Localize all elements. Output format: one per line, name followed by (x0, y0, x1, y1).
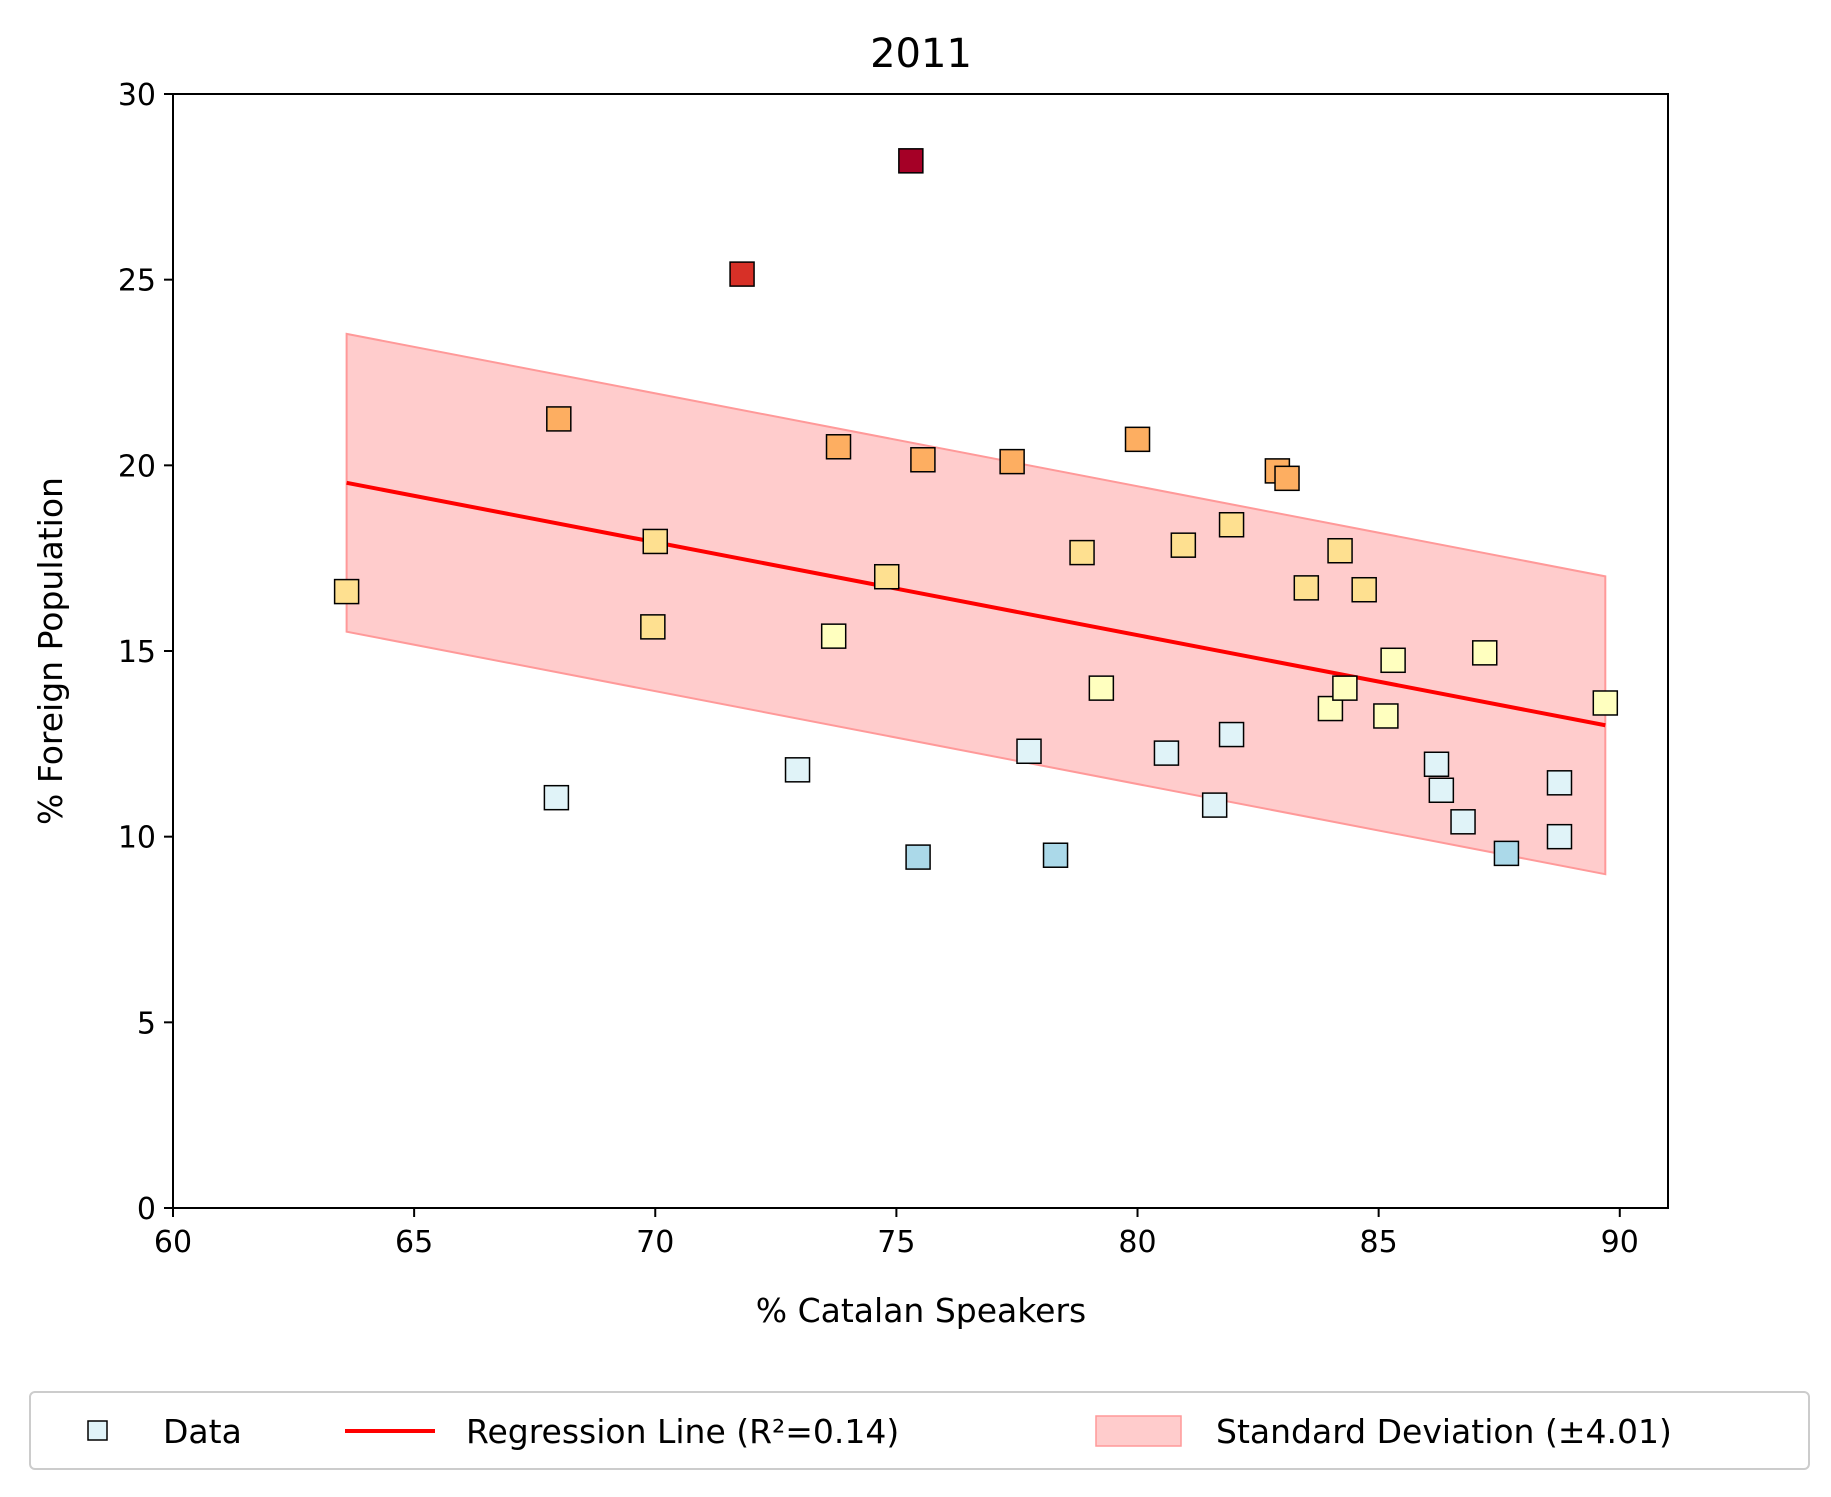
y-tick-label: 10 (118, 821, 156, 856)
legend-regression-label: Regression Line (R²=0.14) (466, 1412, 899, 1451)
data-point (1327, 537, 1353, 564)
y-axis-ticks: 0 5 10 15 20 25 30 (118, 78, 173, 1227)
x-tick-label: 85 (1360, 1225, 1398, 1260)
regression-line (346, 480, 1606, 728)
data-point (1218, 511, 1245, 538)
legend-data-label: Data (163, 1412, 242, 1451)
data-point (1218, 721, 1245, 748)
y-tick-label: 15 (118, 635, 156, 670)
data-point (1450, 809, 1476, 835)
data-point (784, 757, 811, 783)
data-point (333, 578, 360, 605)
data-point (910, 447, 936, 473)
x-tick-label: 90 (1601, 1225, 1639, 1260)
data-point (1332, 675, 1358, 701)
data-point (1124, 426, 1151, 453)
x-tick-label: 80 (1118, 1225, 1156, 1260)
legend-data-marker (87, 1420, 108, 1441)
data-point (1170, 532, 1197, 558)
data-point (999, 448, 1025, 475)
data-point (1592, 690, 1619, 716)
y-tick-label: 0 (137, 1192, 156, 1227)
legend-band-label: Standard Deviation (±4.01) (1216, 1412, 1672, 1451)
x-tick-label: 65 (395, 1225, 433, 1260)
data-point (1546, 770, 1573, 796)
data-point (543, 784, 570, 811)
data-point (1428, 777, 1455, 803)
x-axis-label: % Catalan Speakers (756, 1291, 1086, 1330)
data-point (1088, 675, 1115, 701)
y-tick-label: 5 (137, 1006, 156, 1041)
data-point (1546, 823, 1573, 850)
data-point (1351, 576, 1377, 603)
legend: Data Regression Line (R²=0.14) Standard … (29, 1391, 1810, 1470)
x-axis-ticks: 60 65 70 75 80 85 90 (154, 1208, 1639, 1260)
data-point (825, 434, 852, 460)
data-point (1153, 740, 1180, 766)
data-point (642, 528, 669, 555)
data-point (640, 614, 666, 640)
x-tick-label: 60 (154, 1225, 192, 1260)
data-point (820, 623, 847, 649)
data-point (546, 406, 572, 432)
points-layer (333, 148, 1619, 870)
x-tick-label: 75 (877, 1225, 915, 1260)
y-tick-label: 20 (118, 449, 156, 484)
data-point (1201, 792, 1228, 818)
data-point (1493, 840, 1520, 867)
data-point (729, 261, 755, 287)
data-point (1069, 539, 1095, 566)
y-tick-label: 25 (118, 264, 156, 299)
data-point (1274, 465, 1300, 492)
data-point (1471, 640, 1498, 666)
x-tick-label: 70 (636, 1225, 674, 1260)
data-point (1016, 738, 1042, 765)
data-point (1293, 575, 1320, 601)
data-point (1373, 703, 1399, 729)
legend-band-swatch (1095, 1415, 1182, 1447)
y-tick-label: 30 (118, 78, 156, 113)
regression-layer (346, 480, 1606, 728)
data-point (1042, 842, 1069, 868)
data-point (898, 148, 924, 174)
chart-title: 2011 (870, 31, 972, 77)
data-point (1380, 647, 1406, 674)
data-point (1317, 695, 1344, 722)
data-point (905, 844, 931, 870)
y-axis-label: % Foreign Population (31, 477, 70, 825)
data-point (873, 563, 900, 590)
data-point (1423, 751, 1450, 778)
legend-frame (29, 1391, 1810, 1470)
